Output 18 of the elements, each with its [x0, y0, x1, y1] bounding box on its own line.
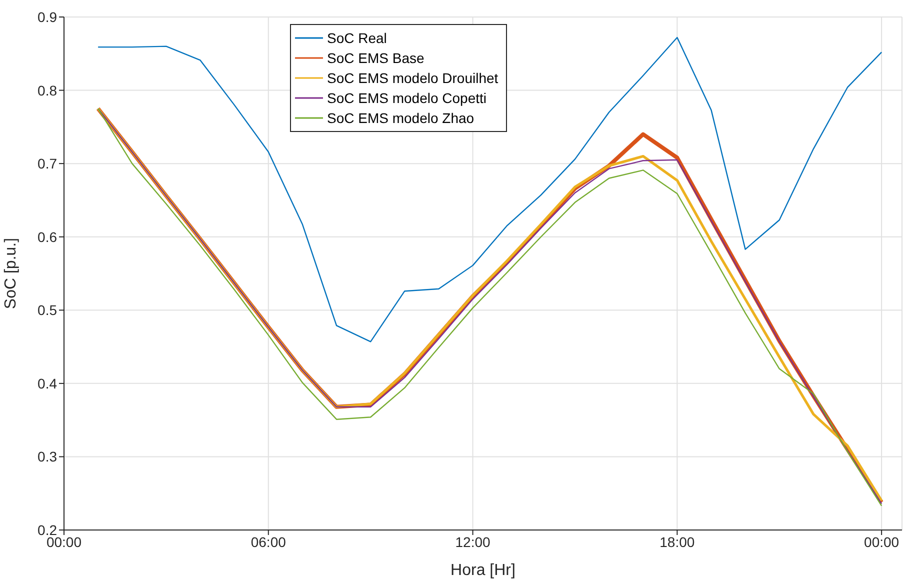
- x-tick-label: 18:00: [660, 534, 695, 550]
- x-tick-label: 00:00: [864, 534, 900, 550]
- y-tick-label: 0.3: [38, 448, 58, 465]
- y-tick-label: 0.6: [38, 228, 58, 245]
- x-axis-title: Hora [Hr]: [450, 562, 516, 579]
- y-tick-label: 0.8: [38, 82, 58, 98]
- legend-label: SoC EMS modelo Drouilhet: [327, 69, 498, 88]
- y-tick-label: 0.5: [38, 302, 58, 318]
- legend-label: SoC EMS Base: [327, 49, 424, 68]
- y-tick-label: 0.9: [38, 8, 58, 25]
- y-axis-title: SoC [p.u.]: [2, 238, 20, 310]
- y-tick-label: 0.4: [38, 375, 58, 392]
- x-tick-label: 06:00: [250, 534, 286, 550]
- y-tick-label: 0.7: [38, 156, 58, 172]
- legend-label: SoC EMS modelo Zhao: [327, 109, 474, 128]
- legend-label: SoC EMS modelo Copetti: [327, 89, 487, 108]
- x-tick-label: 12:00: [455, 534, 491, 550]
- legend-label: SoC Real: [327, 29, 387, 48]
